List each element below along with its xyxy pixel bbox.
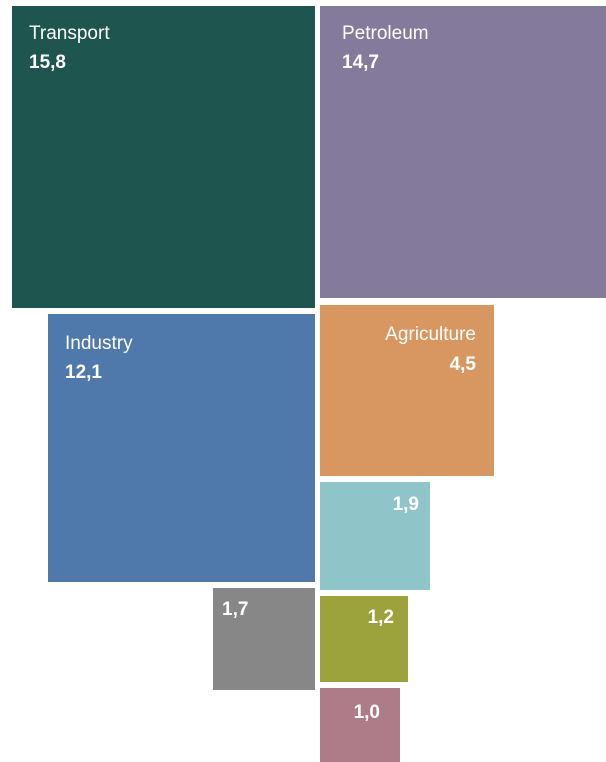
- tile-item-5-rect[interactable]: [320, 482, 430, 590]
- tile-item-5: 1,9: [320, 482, 430, 590]
- tile-item-6-rect[interactable]: [213, 588, 315, 690]
- tile-industry: Industry 12,1: [48, 314, 315, 582]
- tile-petroleum-rect[interactable]: [320, 6, 606, 298]
- tile-petroleum-value: 14,7: [342, 52, 379, 73]
- tile-petroleum: Petroleum 14,7: [320, 6, 606, 298]
- tile-petroleum-label: Petroleum: [342, 23, 429, 44]
- tile-agriculture: Agriculture 4,5: [320, 305, 494, 476]
- tile-item-7-rect[interactable]: [320, 596, 408, 682]
- tile-industry-label: Industry: [65, 333, 133, 354]
- tile-transport-value: 15,8: [29, 52, 66, 73]
- tile-item-8: 1,0: [320, 688, 400, 762]
- tile-agriculture-label: Agriculture: [385, 324, 476, 345]
- tile-transport-rect[interactable]: [12, 6, 315, 308]
- tile-item-7-value: 1,2: [368, 607, 394, 628]
- tile-item-5-value: 1,9: [393, 494, 419, 515]
- tile-item-7: 1,2: [320, 596, 408, 682]
- tile-item-6: 1,7: [213, 588, 315, 690]
- tile-item-8-value: 1,0: [354, 702, 380, 723]
- tile-transport-label: Transport: [29, 23, 110, 44]
- tile-transport: Transport 15,8: [12, 6, 315, 308]
- tile-agriculture-value: 4,5: [450, 354, 477, 375]
- tile-agriculture-rect[interactable]: [320, 305, 494, 476]
- tile-item-8-rect[interactable]: [320, 688, 400, 762]
- tile-industry-rect[interactable]: [48, 314, 315, 582]
- tile-item-6-value: 1,7: [222, 599, 248, 620]
- tile-industry-value: 12,1: [65, 362, 102, 383]
